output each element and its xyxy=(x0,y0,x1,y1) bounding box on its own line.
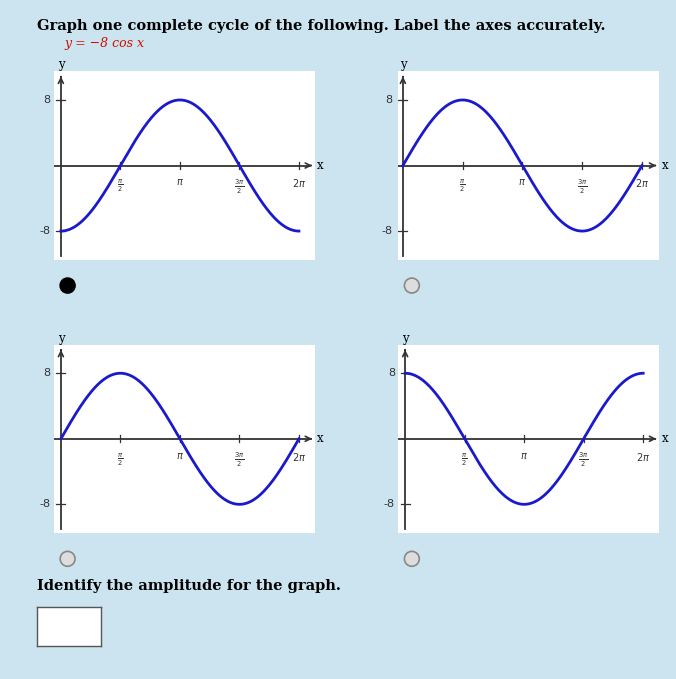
Text: -8: -8 xyxy=(384,499,395,509)
Text: $\pi$: $\pi$ xyxy=(518,177,527,187)
Text: $\frac{\pi}{2}$: $\frac{\pi}{2}$ xyxy=(117,451,124,468)
Text: y: y xyxy=(57,331,64,344)
Text: Identify the amplitude for the graph.: Identify the amplitude for the graph. xyxy=(37,579,341,593)
Text: -8: -8 xyxy=(39,499,51,509)
Text: $\pi$: $\pi$ xyxy=(176,177,184,187)
Text: 8: 8 xyxy=(385,95,393,105)
Text: 8: 8 xyxy=(43,368,51,378)
Text: $2\pi$: $2\pi$ xyxy=(292,177,306,189)
Text: y: y xyxy=(400,58,406,71)
Text: $2\pi$: $2\pi$ xyxy=(292,451,306,462)
Text: x: x xyxy=(317,433,324,445)
Text: $\frac{3\pi}{2}$: $\frac{3\pi}{2}$ xyxy=(577,177,587,196)
Text: $\frac{3\pi}{2}$: $\frac{3\pi}{2}$ xyxy=(579,451,589,469)
Text: Graph one complete cycle of the following. Label the axes accurately.: Graph one complete cycle of the followin… xyxy=(37,19,606,33)
Text: $2\pi$: $2\pi$ xyxy=(636,451,650,462)
Text: $\frac{\pi}{2}$: $\frac{\pi}{2}$ xyxy=(462,451,468,468)
Text: $\frac{\pi}{2}$: $\frac{\pi}{2}$ xyxy=(460,177,466,194)
Text: x: x xyxy=(661,433,668,445)
Text: 8: 8 xyxy=(388,368,395,378)
Text: $2\pi$: $2\pi$ xyxy=(635,177,649,189)
Text: $\frac{3\pi}{2}$: $\frac{3\pi}{2}$ xyxy=(234,177,245,196)
Text: x: x xyxy=(661,159,668,172)
Text: x: x xyxy=(317,159,324,172)
Text: y: y xyxy=(402,331,408,344)
Text: $\pi$: $\pi$ xyxy=(520,451,528,460)
Text: -8: -8 xyxy=(39,226,51,236)
Text: -8: -8 xyxy=(381,226,393,236)
Text: $\frac{3\pi}{2}$: $\frac{3\pi}{2}$ xyxy=(234,451,245,469)
Text: $\pi$: $\pi$ xyxy=(176,451,184,460)
Text: y = −8 cos x: y = −8 cos x xyxy=(64,37,144,50)
Text: 8: 8 xyxy=(43,95,51,105)
Text: $\frac{\pi}{2}$: $\frac{\pi}{2}$ xyxy=(117,177,124,194)
Text: y: y xyxy=(57,58,64,71)
